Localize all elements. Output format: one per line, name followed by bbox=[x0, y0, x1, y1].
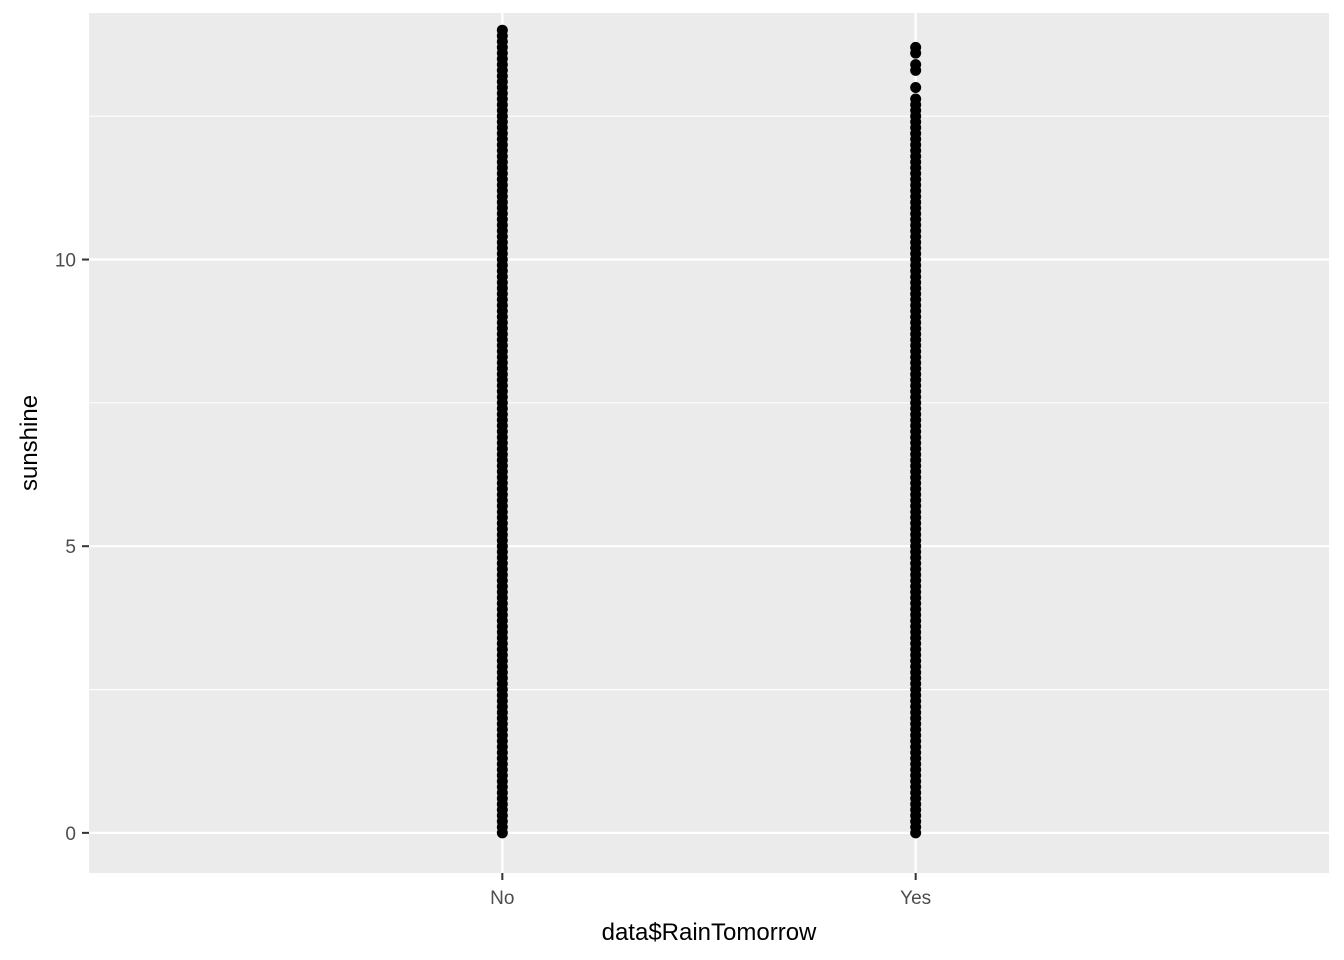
plot-panel bbox=[89, 13, 1329, 873]
data-point bbox=[910, 59, 922, 71]
minor-gridlines bbox=[89, 115, 1329, 691]
data-point bbox=[910, 41, 922, 53]
data-point bbox=[910, 93, 922, 105]
y-axis-ticks: 0 5 10 bbox=[55, 251, 89, 845]
y-tick-label: 5 bbox=[65, 537, 76, 558]
x-tick-label: No bbox=[490, 888, 514, 909]
y-axis-title: sunshine bbox=[16, 395, 43, 491]
data-points bbox=[496, 24, 922, 839]
x-axis-ticks: No Yes bbox=[490, 873, 931, 909]
data-point bbox=[910, 82, 922, 94]
x-axis-title: data$RainTomorrow bbox=[602, 919, 817, 946]
x-tick-label: Yes bbox=[900, 888, 931, 909]
data-point bbox=[496, 24, 508, 36]
y-tick-label: 10 bbox=[55, 251, 76, 272]
y-tick-label: 0 bbox=[65, 824, 76, 845]
